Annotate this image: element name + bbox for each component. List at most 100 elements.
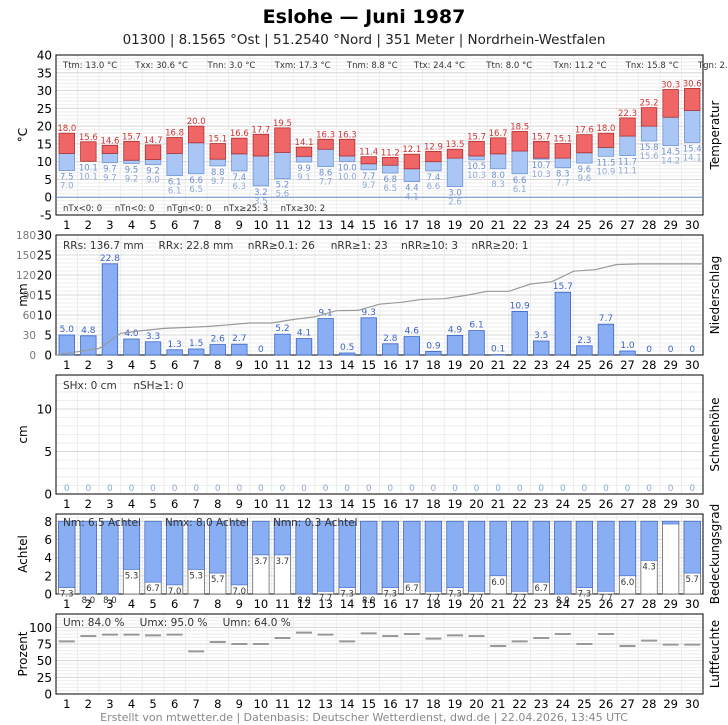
snow-x-tick-label: 29 <box>663 497 678 511</box>
snow-x-tick-label: 2 <box>85 497 92 511</box>
precip-cumulative-line <box>55 263 703 356</box>
snow-y-axis-label: cm <box>16 425 30 443</box>
cloud-x-tick-label: 4 <box>128 597 135 611</box>
cloud-y-axis-label: Achtel <box>16 535 30 573</box>
humidity-y-tick-label: 50 <box>37 654 52 668</box>
precip-bar <box>382 343 399 356</box>
temp-min-label: 15.4 <box>683 144 702 154</box>
precip-bar <box>188 348 205 356</box>
cloud-label: 5.7 <box>211 575 225 585</box>
temp-max-bar <box>640 107 658 127</box>
temp-top-stat: Ttm: 13.0 °C <box>62 61 117 71</box>
cloud-label: 7.3 <box>340 590 354 600</box>
snow-frame <box>55 374 704 495</box>
snow-label: 0 <box>301 484 307 494</box>
temp-max-bar <box>338 138 356 157</box>
humidity-x-tick-label: 20 <box>469 697 484 711</box>
cloud-bar <box>166 520 184 586</box>
humidity-stat: Um: 84.0 % <box>63 617 125 629</box>
temp-max-bar <box>533 140 550 159</box>
temp-max-bar <box>123 140 140 161</box>
snow-label: 0 <box>646 484 652 494</box>
snow-x-tick-label: 10 <box>254 497 269 511</box>
temp-min-label: 9.9 <box>297 164 311 174</box>
temp-min-bar <box>425 161 442 172</box>
cloud-x-tick-label: 12 <box>297 597 312 611</box>
temp-ground-label: 6.5 <box>384 184 398 194</box>
cloud-x-tick-label: 26 <box>599 597 614 611</box>
cloud-x-tick-label: 17 <box>405 597 420 611</box>
cloud-x-tick-label: 3 <box>106 597 113 611</box>
temp-max-bar <box>597 132 615 148</box>
temp-max-bar <box>489 137 507 155</box>
temp-min-label: 8.3 <box>556 170 570 180</box>
humidity-y-tick-label: 25 <box>37 671 52 685</box>
precip-stat: nRR≥20: 1 <box>471 240 528 252</box>
temp-max-label: 18.0 <box>57 124 76 134</box>
cloud-x-tick-label: 28 <box>642 597 657 611</box>
cloud-x-tick-label: 25 <box>577 597 592 611</box>
cloud-label: 7.7 <box>319 593 333 603</box>
temp-max-bar <box>188 125 205 144</box>
temp-max-label: 15.7 <box>122 132 141 142</box>
precip-bar <box>554 291 571 356</box>
cloud-bar <box>640 520 658 561</box>
temperature-y-tick-label: -5 <box>40 209 52 223</box>
cloud-bar <box>554 520 572 595</box>
temp-max-label: 11.4 <box>359 148 378 158</box>
precip-bar <box>511 310 528 356</box>
cloud-frame <box>55 513 704 595</box>
cloud-x-tick-label: 14 <box>340 597 355 611</box>
cloud-y-tick-label: 4 <box>44 551 52 565</box>
temp-top-stat: Tnn: 3.0 °C <box>207 61 256 71</box>
precip-sum-tick-label: 180 <box>16 230 36 242</box>
cloud-x-tick-label: 19 <box>448 597 463 611</box>
precip-label: 7.7 <box>599 314 613 324</box>
cloud-bar <box>209 520 227 574</box>
precip-label: 0.9 <box>426 341 441 351</box>
temp-ground-label: 10.0 <box>338 173 357 183</box>
cloud-bar <box>338 520 356 588</box>
precip-sum-tick-label: 90 <box>23 290 36 302</box>
snow-x-tick-label: 12 <box>297 497 312 511</box>
precipitation-y-tick-label: 15 <box>37 289 52 303</box>
temp-ground-label: 9.7 <box>362 181 376 191</box>
temp-ground-label: 9.6 <box>578 174 592 184</box>
temp-min-label: 9.6 <box>578 165 592 175</box>
cloud-y-tick-label: 2 <box>44 569 52 583</box>
temp-min-bar <box>554 157 571 169</box>
snow-label: 0 <box>236 484 242 494</box>
snow-label: 0 <box>603 484 609 494</box>
temp-ground-label: 11.1 <box>618 167 637 177</box>
temp-max-label: 15.6 <box>79 133 98 143</box>
precip-bar <box>101 263 119 356</box>
snow-x-tick-label: 15 <box>361 497 376 511</box>
humidity-x-tick-label: 29 <box>663 697 678 711</box>
humidity-x-tick-label: 17 <box>405 697 420 711</box>
temp-min-bar <box>360 163 377 171</box>
precip-label: 0.1 <box>491 345 505 355</box>
snow-label: 0 <box>150 484 156 494</box>
temp-max-label: 17.7 <box>251 125 270 135</box>
temp-max-bar <box>274 127 291 153</box>
precipitation-y-tick-label: 5 <box>44 329 52 343</box>
snow-x-tick-label: 22 <box>512 497 527 511</box>
cloud-label: 7.3 <box>60 590 74 600</box>
cloud-label: 7.3 <box>448 590 462 600</box>
temperature-x-tick-label: 2 <box>85 218 92 232</box>
temp-min-label: 10.1 <box>79 163 98 173</box>
temp-max-label: 30.3 <box>661 80 680 90</box>
precipitation-x-tick-label: 11 <box>275 358 290 372</box>
cloud-x-tick-label: 15 <box>361 597 376 611</box>
precip-sum-tick-label: 0 <box>29 350 36 362</box>
cloud-bar <box>144 520 162 583</box>
snow-x-tick-label: 6 <box>171 497 178 511</box>
precip-label: 10.9 <box>510 301 530 311</box>
cloud-label: 3.7 <box>254 557 268 567</box>
cloud-label: 7.3 <box>384 590 398 600</box>
humidity-x-tick-label: 4 <box>128 697 135 711</box>
cloud-bar <box>683 520 701 574</box>
precipitation-x-tick-label: 17 <box>405 358 420 372</box>
temp-min-bar <box>188 142 205 175</box>
